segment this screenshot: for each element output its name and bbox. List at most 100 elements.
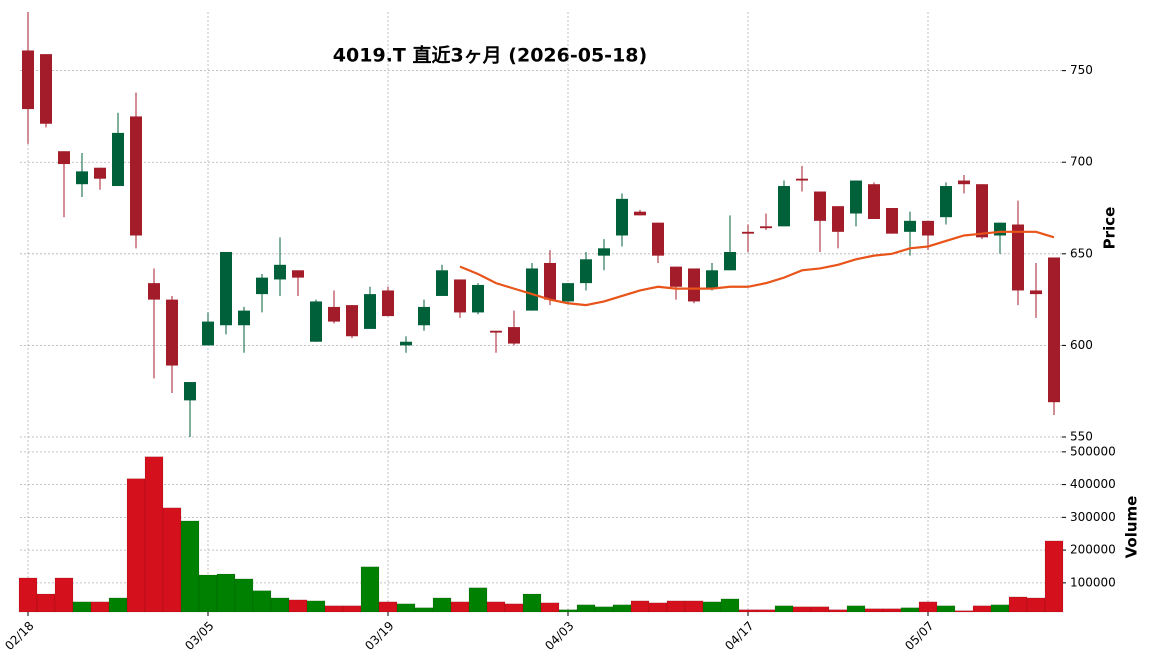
candle-body: [418, 306, 430, 326]
candle-body: [508, 327, 520, 344]
x-tick-label: 02/18: [2, 619, 36, 653]
volume-bar: [684, 600, 704, 613]
volume-bar: [360, 566, 380, 613]
volume-bar: [900, 607, 920, 613]
volume-bar: [216, 573, 236, 613]
candle-body: [760, 226, 772, 229]
candle-body: [778, 186, 790, 227]
volume-bar: [792, 606, 812, 613]
x-tick-label: 04/03: [542, 619, 576, 653]
volume-bar: [648, 602, 668, 613]
candle-body: [328, 306, 340, 322]
candle-body: [940, 186, 952, 218]
volume-bar: [972, 605, 992, 613]
candle-body: [220, 251, 232, 326]
volume-bar: [954, 610, 974, 613]
volume-bar: [486, 601, 506, 613]
candle-body: [130, 116, 142, 236]
volume-tick-label: 400000: [1070, 477, 1116, 491]
volume-bar: [918, 601, 938, 613]
volume-tick-label: 300000: [1070, 510, 1116, 524]
y-tick-label: 550: [1070, 430, 1093, 444]
candle-body: [184, 382, 196, 401]
volume-bar: [936, 605, 956, 613]
volume-tick-label: 100000: [1070, 575, 1116, 589]
candle-body: [256, 277, 268, 295]
volume-bar: [180, 520, 200, 613]
x-tick-label: 05/07: [902, 619, 936, 653]
volume-bar: [666, 600, 686, 613]
candle-body: [490, 330, 502, 333]
y-tick-label: 700: [1070, 155, 1093, 169]
candle-body: [994, 222, 1006, 236]
volume-bar: [504, 603, 524, 613]
candle-body: [382, 290, 394, 317]
candle-body: [796, 178, 808, 181]
volume-bar: [990, 604, 1010, 613]
candle-body: [850, 180, 862, 214]
candle-body: [688, 268, 700, 302]
candle-body: [94, 167, 106, 179]
candle-body: [598, 248, 610, 256]
volume-bar: [576, 604, 596, 613]
volume-bar: [432, 597, 452, 613]
volume-bar: [612, 604, 632, 613]
volume-bar: [414, 607, 434, 613]
volume-bar: [540, 602, 560, 613]
volume-bar: [522, 593, 542, 613]
y-tick-label: 650: [1070, 246, 1093, 260]
candle-body: [454, 279, 466, 313]
x-tick-label: 03/19: [362, 619, 396, 653]
volume-tick-label: 200000: [1070, 543, 1116, 557]
candle-body: [832, 206, 844, 232]
volume-bar: [306, 600, 326, 613]
candle-body: [364, 294, 376, 329]
candle-body: [472, 284, 484, 313]
candle-body: [40, 54, 52, 124]
candle-body: [346, 305, 358, 337]
x-tick-label: 03/05: [182, 619, 216, 653]
volume-tick-label: 500000: [1070, 444, 1116, 458]
volume-bar: [594, 606, 614, 613]
candle-body: [616, 198, 628, 236]
volume-bar: [90, 601, 110, 613]
volume-bar: [468, 587, 488, 613]
volume-bar: [882, 608, 902, 613]
candle-body: [400, 341, 412, 346]
candle-body: [670, 266, 682, 287]
volume-bar: [270, 597, 290, 613]
candle-body: [580, 259, 592, 284]
volume-bar: [126, 478, 146, 613]
volume-bar: [288, 599, 308, 613]
y-tick-label: 750: [1070, 63, 1093, 77]
candle-body: [292, 270, 304, 278]
candle-body: [238, 310, 250, 326]
volume-bar: [234, 578, 254, 613]
candle-body: [706, 270, 718, 289]
volume-bar: [54, 577, 74, 613]
volume-bar: [1026, 597, 1046, 613]
candle-body: [76, 171, 88, 185]
volume-bar: [342, 605, 362, 613]
candle-body: [436, 270, 448, 296]
candle-body: [724, 251, 736, 271]
x-tick-label: 04/17: [722, 619, 756, 653]
volume-bar: [108, 597, 128, 613]
volume-bar: [558, 609, 578, 613]
candle-body: [814, 191, 826, 221]
volume-bar: [738, 609, 758, 613]
volume-bar: [1008, 596, 1028, 613]
candle-body: [148, 283, 160, 300]
volume-bar: [774, 605, 794, 613]
candle-body: [976, 184, 988, 238]
candle-body: [526, 268, 538, 311]
candle-body: [652, 222, 664, 256]
candle-body: [634, 211, 646, 216]
candle-body: [562, 283, 574, 302]
candle-body: [922, 220, 934, 236]
moving-average-line: [459, 230, 1055, 307]
candle-body: [1012, 224, 1024, 291]
volume-bar: [756, 609, 776, 613]
